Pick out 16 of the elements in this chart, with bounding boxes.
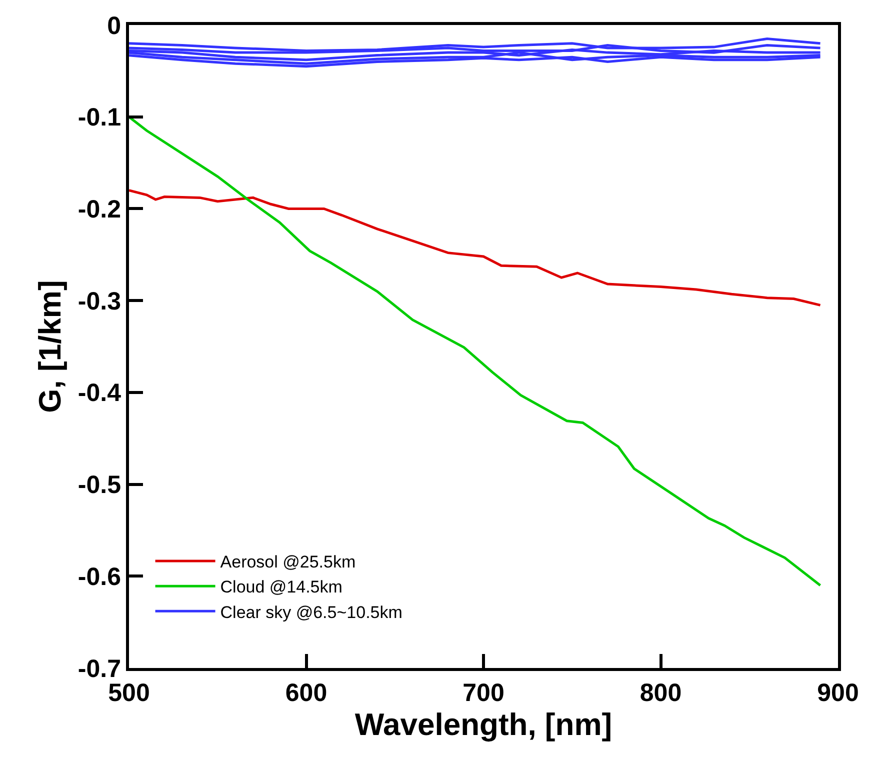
legend-label: Cloud @14.5km [220, 578, 342, 597]
y-tick-label: -0.6 [78, 562, 121, 591]
y-tick-label: -0.3 [78, 287, 121, 316]
x-tick-label: 600 [285, 679, 328, 707]
legend-label: Clear sky @6.5~10.5km [220, 602, 402, 622]
y-tick-label: -0.1 [78, 104, 122, 132]
x-tick-label: 700 [462, 679, 504, 707]
y-tick-label: -0.2 [78, 195, 121, 224]
y-tick-label: 0 [107, 12, 121, 40]
y-tick-label: -0.5 [78, 471, 122, 500]
legend-label: Aerosol @25.5km [220, 552, 356, 572]
y-tick-label: -0.4 [78, 379, 122, 408]
x-axis-title: Wavelength, [nm] [354, 707, 612, 742]
y-axis-title: G, [1/km] [32, 280, 68, 413]
x-tick-label: 900 [817, 679, 859, 707]
x-tick-label: 800 [640, 679, 682, 707]
